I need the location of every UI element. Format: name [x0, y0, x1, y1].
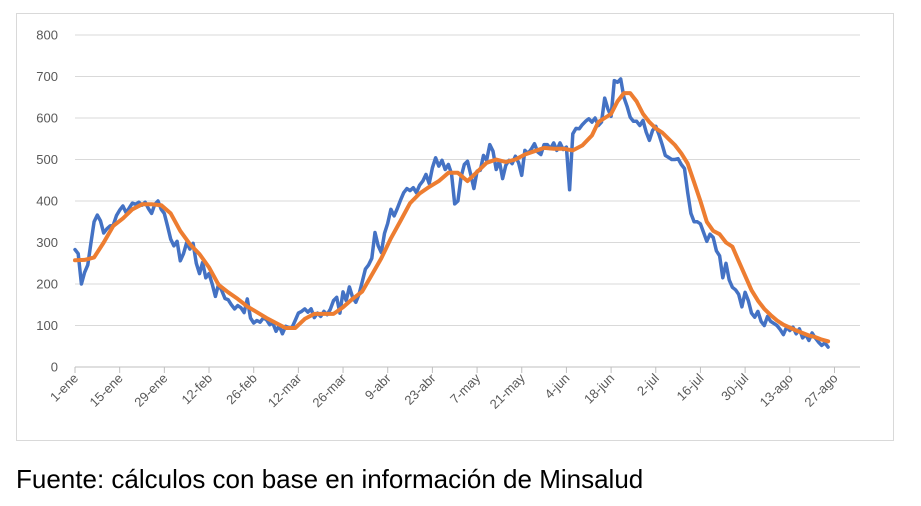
x-tick-label: 30-jul: [718, 370, 751, 403]
x-tick-label: 2-jul: [634, 370, 662, 398]
x-tick-label: 4-jun: [541, 371, 572, 402]
y-tick-label: 500: [36, 152, 58, 167]
source-note: Fuente: cálculos con base en información…: [16, 464, 644, 494]
x-tick-label: 23-abr: [401, 370, 439, 408]
y-tick-label: 100: [36, 318, 58, 333]
y-tick-label: 300: [36, 235, 58, 250]
x-tick-label: 27-ago: [801, 371, 840, 410]
x-tick-label: 16-jul: [673, 370, 706, 403]
x-tick-label: 13-ago: [757, 371, 796, 410]
x-tick-label: 7-may: [447, 370, 483, 406]
y-tick-label: 200: [36, 277, 58, 292]
y-tick-label: 400: [36, 194, 58, 209]
x-tick-label: 12-mar: [265, 370, 305, 410]
x-tick-label: 26-feb: [223, 371, 260, 408]
x-tick-label: 26-mar: [309, 370, 349, 410]
x-tick-label: 12-feb: [178, 371, 215, 408]
series-line-daily: [73, 77, 830, 349]
y-axis-ticks: 0 100 200 300 400 500 600 700 800: [36, 28, 58, 375]
x-tick-label: 9-abr: [362, 370, 395, 403]
x-tick-label: 21-may: [487, 370, 529, 412]
y-tick-label: 600: [36, 111, 58, 126]
line-chart: 0 100 200 300 400 500 600 700 800 1-ene 15-ene 29-…: [36, 28, 860, 412]
series-line-moving-average: [73, 91, 831, 344]
series-lines: [73, 77, 831, 349]
x-tick-label: 1-ene: [47, 371, 81, 405]
y-tick-label: 800: [36, 28, 58, 43]
chart-frame: 0 100 200 300 400 500 600 700 800 1-ene 15-ene 29-…: [16, 13, 894, 441]
x-tick-label: 15-ene: [87, 371, 126, 410]
y-tick-label: 0: [51, 360, 58, 375]
grid-lines: [75, 34, 860, 368]
x-tick-label: 29-ene: [131, 371, 170, 410]
x-axis-ticks: 1-ene 15-ene 29-ene 12-feb 26-feb 12-mar 26-ma…: [47, 367, 841, 412]
y-tick-label: 700: [36, 69, 58, 84]
x-tick-label: 18-jun: [581, 371, 617, 407]
